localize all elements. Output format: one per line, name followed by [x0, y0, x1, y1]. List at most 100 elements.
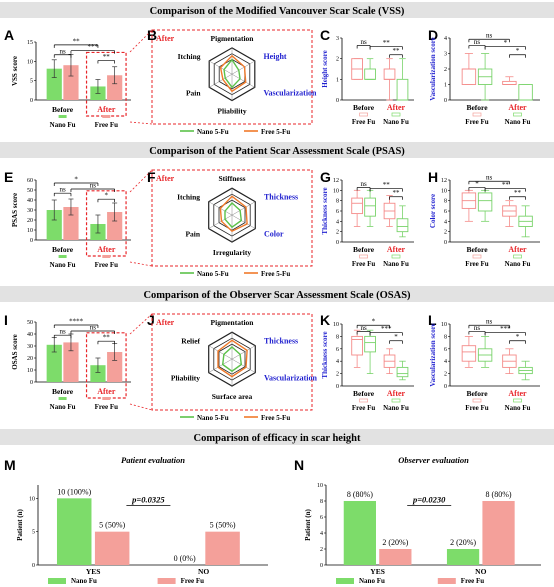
- panel-k-ytick-label: 10: [333, 322, 339, 328]
- panel-l-sig-before-label: ns: [474, 324, 481, 332]
- panel-a-sig-before-label: ns: [59, 47, 66, 55]
- panel-l-ytick-label: 4: [444, 359, 447, 365]
- panel-j-axis-label: Surface area: [212, 392, 253, 401]
- panel-d-ylabel: Vascularization score: [429, 37, 437, 101]
- panel-m-pvalue: p=0.0325: [131, 495, 165, 505]
- panel-g-box: [351, 197, 363, 215]
- panel-d-ytick-label: 2: [444, 67, 447, 73]
- after-connector: [129, 169, 153, 193]
- panel-b-series-free: [219, 54, 247, 93]
- panel-d-legend-swatch-free: [472, 112, 482, 117]
- panel-n-legend-swatch-nano: [336, 578, 354, 584]
- panel-letter-a: A: [4, 27, 14, 43]
- panel-d-legend-free: Free Fu: [465, 118, 488, 126]
- panel-n-ytick-label: 0: [320, 563, 323, 569]
- panel-j-axis-label: Relief: [181, 337, 200, 346]
- panel-a-ytick-label: 10: [27, 59, 33, 65]
- panel-d-box: [461, 68, 477, 85]
- panel-d-ytick-label: 3: [444, 52, 447, 58]
- panel-m-ytick-label: 5: [32, 530, 35, 536]
- panel-l-cat-before: Before: [466, 389, 488, 398]
- panel-m-bar: [205, 531, 240, 565]
- panel-f-series-nano: [224, 201, 243, 229]
- panel-e-legend-free: Free Fu: [95, 261, 118, 269]
- section-title-psas: Comparison of the Patient Scar Assessmen…: [149, 146, 405, 157]
- panel-m-cat: NO: [198, 567, 209, 576]
- panel-m-cat: YES: [86, 567, 101, 576]
- panel-k-box: [396, 366, 409, 378]
- panel-c-sig-nano-label: **: [383, 39, 391, 47]
- panel-h-cat-before: Before: [466, 245, 488, 254]
- panel-i-legend-swatch-nano: [58, 397, 67, 400]
- panel-b-legend-nano: Nano 5-Fu: [197, 128, 229, 136]
- panel-i-ytick-label: 10: [27, 368, 33, 374]
- panel-i-bar: [90, 365, 106, 382]
- panel-i-ytick-label: 30: [27, 344, 33, 350]
- panel-m-bar-label: 5 (50%): [210, 521, 236, 530]
- panel-m-bar: [94, 531, 130, 565]
- panel-b-after-label: After: [156, 34, 175, 43]
- panel-e-legend-swatch-nano: [58, 255, 67, 258]
- panel-l-legend-nano: Nano Fu: [505, 404, 531, 412]
- panel-n-ytick-label: 2: [320, 547, 323, 553]
- panel-i-ylabel: OSAS score: [11, 334, 19, 369]
- panel-c-ylabel: Height score: [321, 50, 329, 87]
- panel-f-legend-nano: Nano 5-Fu: [197, 270, 229, 278]
- panel-g-ytick-label: 4: [336, 219, 339, 225]
- section-banner-osas: [0, 286, 554, 302]
- panel-j-legend-free: Free 5-Fu: [261, 414, 290, 422]
- panel-n-pvalue: p=0.0230: [412, 495, 446, 505]
- panel-a-sig-free-label: ***: [88, 43, 99, 51]
- panel-h-sig-after-label: **: [514, 189, 522, 197]
- panel-d-box: [518, 84, 533, 101]
- panel-d-sig-before-label: ns: [474, 38, 481, 46]
- panel-c-sig-before-label: ns: [360, 38, 367, 46]
- panel-h-legend-swatch-nano: [513, 254, 522, 259]
- panel-n-bar-label: 8 (80%): [486, 490, 512, 499]
- panel-n-bar-label: 2 (20%): [382, 538, 408, 547]
- panel-k-ylabel: Thickness score: [321, 331, 329, 378]
- panel-i-sig-after-label: **: [103, 334, 111, 342]
- panel-l-ytick-label: 8: [444, 334, 447, 340]
- panel-m-bar-label: 0 (0%): [174, 554, 196, 563]
- section-banner-height: [0, 429, 554, 445]
- panel-g-ytick-label: 0: [336, 240, 339, 246]
- panel-letter-c: C: [320, 27, 330, 43]
- panel-h-ytick-label: 12: [441, 178, 447, 184]
- panel-e-sig-before-label: ns: [59, 186, 66, 194]
- panel-letter-e: E: [4, 169, 13, 185]
- panel-g-ytick-label: 12: [333, 178, 339, 184]
- panel-e-ytick-label: 0: [30, 238, 33, 244]
- panel-i-cat-before: Before: [52, 387, 74, 396]
- panel-n-bar: [482, 501, 515, 565]
- panel-g-cat-before: Before: [353, 245, 375, 254]
- panel-m-title: Patient evaluation: [121, 455, 185, 465]
- panel-j-axis-label: Vascularization: [264, 374, 318, 383]
- panel-b-legend-free: Free 5-Fu: [261, 128, 290, 136]
- panel-i-sig-before-label: ns: [59, 328, 66, 336]
- panel-d-cat-before: Before: [466, 103, 488, 112]
- panel-a-bar: [107, 75, 123, 100]
- panel-d-ytick-label: 0: [444, 98, 447, 104]
- panel-i-legend-nano: Nano Fu: [50, 403, 76, 411]
- panel-k-legend-swatch-free: [359, 398, 368, 403]
- after-connector: [129, 121, 153, 125]
- panel-l-ylabel: Vascularization score: [429, 323, 437, 387]
- panel-a-bar: [46, 68, 62, 100]
- panel-g-ytick-label: 2: [336, 230, 339, 236]
- panel-j-spoke: [231, 358, 256, 373]
- panel-n-legend-nano: Nano Fu: [359, 577, 385, 585]
- panel-k-legend-swatch-nano: [391, 398, 401, 403]
- panel-i-after-highlight: [85, 332, 127, 399]
- panel-c-legend-swatch-nano: [391, 112, 401, 117]
- panel-b-axis-label: Pigmentation: [211, 34, 255, 43]
- panel-a-bar: [63, 65, 79, 100]
- panel-k-ytick-label: 2: [336, 372, 339, 378]
- panel-k-sig-after-label: *: [394, 333, 398, 341]
- panel-letter-l: L: [428, 312, 437, 328]
- panel-letter-n: N: [294, 457, 304, 473]
- panel-a-legend-swatch-nano: [58, 115, 67, 118]
- panel-i-ytick-label: 50: [27, 320, 33, 326]
- panel-a-legend-nano: Nano Fu: [50, 121, 76, 129]
- panel-c-box: [364, 68, 376, 80]
